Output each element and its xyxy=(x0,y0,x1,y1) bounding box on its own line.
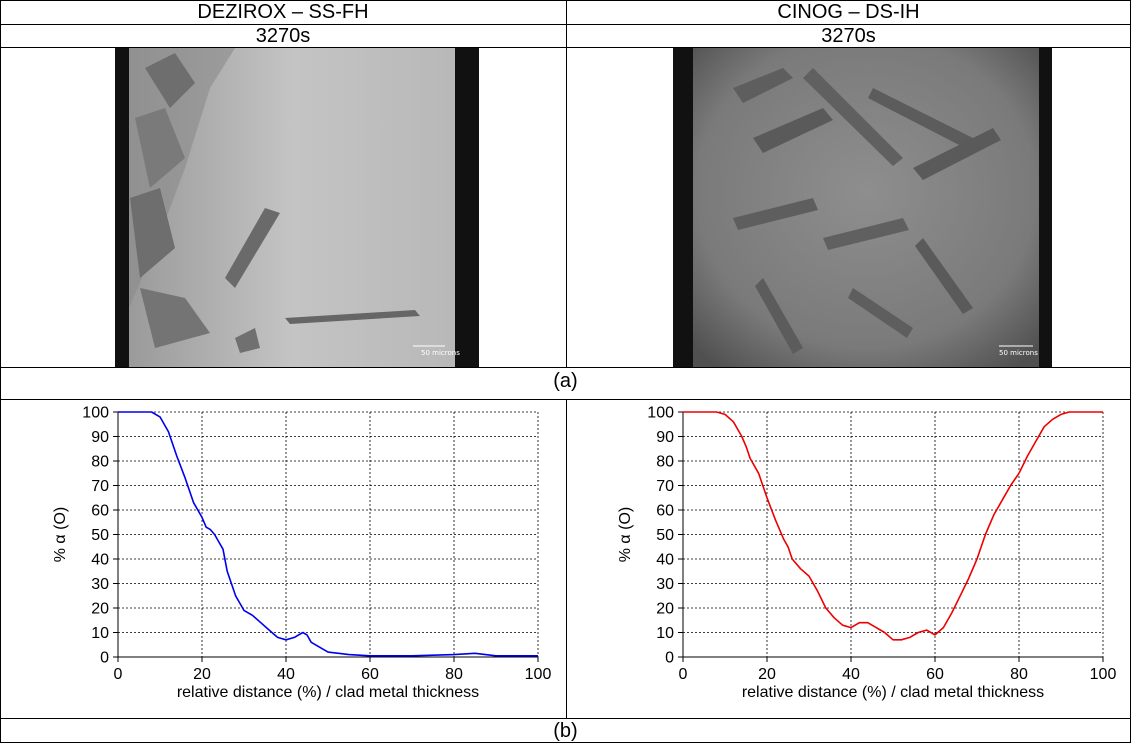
x-tick-label: 0 xyxy=(679,666,688,683)
y-tick-label: 50 xyxy=(91,527,109,544)
y-tick-label: 70 xyxy=(656,478,674,495)
right-micrograph: 50 microns xyxy=(673,48,1052,367)
y-tick-label: 90 xyxy=(656,429,674,446)
caption-b: (b) xyxy=(553,720,578,742)
y-tick-label: 80 xyxy=(656,454,674,471)
table-row-divider-2 xyxy=(0,47,1131,48)
x-tick-label: 80 xyxy=(1010,666,1028,683)
y-tick-label: 40 xyxy=(656,552,674,569)
y-tick-label: 60 xyxy=(91,503,109,520)
y-tick-label: 30 xyxy=(91,576,109,593)
x-tick-label: 0 xyxy=(114,666,123,683)
y-tick-label: 70 xyxy=(91,478,109,495)
table-row-divider-5 xyxy=(0,718,1131,719)
y-tick-label: 20 xyxy=(91,601,109,618)
left-chart: 0 20 40 60 80 100 0 10 20 30 40 50 60 70 80 90 100 relati… xyxy=(52,405,552,702)
y-tick-label: 90 xyxy=(91,429,109,446)
data-series-line xyxy=(118,411,538,657)
y-axis-label: % α (O) xyxy=(52,507,69,562)
x-axis-label: relative distance (%) / clad metal thick… xyxy=(742,684,1044,701)
y-tick-label: 20 xyxy=(656,601,674,618)
y-tick-label: 60 xyxy=(656,503,674,520)
left-scale-bar-label: 50 microns xyxy=(421,349,460,357)
left-micrograph-drawing: 50 microns xyxy=(115,48,479,367)
x-tick-label: 100 xyxy=(1090,666,1117,683)
table-row-divider-1 xyxy=(0,24,1131,25)
x-tick-label: 80 xyxy=(445,666,463,683)
y-tick-label: 100 xyxy=(647,405,674,422)
right-chart: 0 20 40 60 80 100 0 10 20 30 40 50 60 70 80 90 100 relati… xyxy=(617,405,1117,702)
y-tick-label: 100 xyxy=(82,405,109,422)
y-tick-label: 10 xyxy=(656,625,674,642)
x-tick-label: 100 xyxy=(525,666,552,683)
table-row-divider-4 xyxy=(0,399,1131,400)
left-micrograph: 50 microns xyxy=(115,48,479,367)
y-tick-label: 80 xyxy=(91,454,109,471)
right-time-label: 3270s xyxy=(821,25,876,47)
table-row-divider-3 xyxy=(0,367,1131,368)
caption-a: (a) xyxy=(553,370,578,392)
y-tick-label: 30 xyxy=(656,576,674,593)
y-tick-label: 0 xyxy=(100,650,109,667)
x-tick-label: 60 xyxy=(361,666,379,683)
x-tick-label: 20 xyxy=(193,666,211,683)
right-scale-bar-label: 50 microns xyxy=(999,349,1038,357)
table-border-top xyxy=(0,0,1131,1)
left-column-title: DEZIROX – SS-FH xyxy=(197,1,369,23)
x-tick-label: 20 xyxy=(758,666,776,683)
table-column-divider-top xyxy=(566,0,567,368)
right-column-title: CINOG – DS-IH xyxy=(777,1,920,23)
y-tick-label: 40 xyxy=(91,552,109,569)
y-tick-label: 10 xyxy=(91,625,109,642)
x-tick-label: 60 xyxy=(926,666,944,683)
data-series-line xyxy=(683,411,1103,641)
x-axis-label: relative distance (%) / clad metal thick… xyxy=(177,684,479,701)
x-tick-label: 40 xyxy=(277,666,295,683)
y-axis-label: % α (O) xyxy=(617,507,634,562)
right-micrograph-drawing: 50 microns xyxy=(673,48,1052,367)
table-column-divider-bottom xyxy=(566,399,567,719)
y-tick-label: 50 xyxy=(656,527,674,544)
y-tick-label: 0 xyxy=(665,650,674,667)
table-border-left xyxy=(0,0,1,743)
x-tick-label: 40 xyxy=(842,666,860,683)
left-time-label: 3270s xyxy=(255,25,311,47)
